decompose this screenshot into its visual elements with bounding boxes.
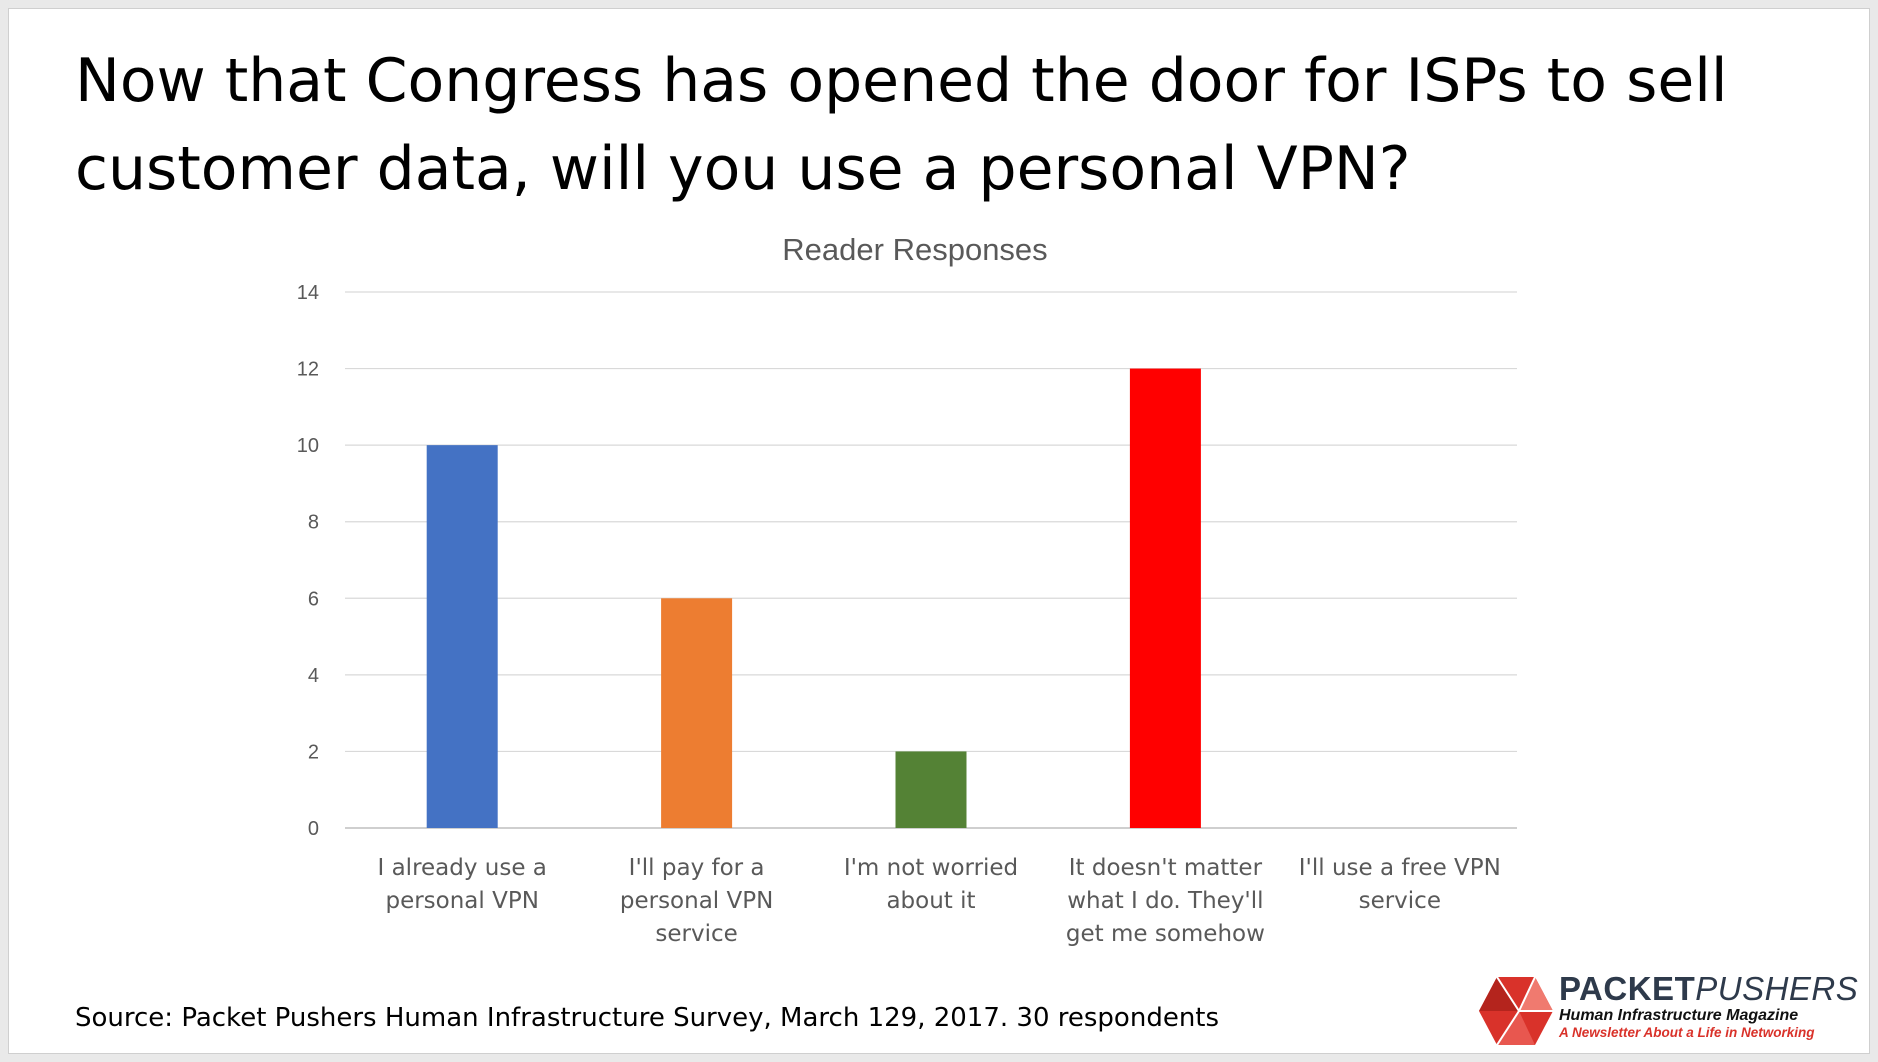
y-tick-label: 2 — [308, 741, 319, 763]
y-tick-label: 8 — [308, 512, 319, 534]
logo-polygon-icon — [1479, 976, 1553, 1046]
y-axis: 0 2 4 6 8 10 12 14 — [297, 282, 319, 840]
logo-brand-part1: PACKET — [1559, 970, 1696, 1007]
x-tick-label: I'll pay for a personal VPN service — [620, 855, 773, 947]
x-tick-label: It doesn't matter what I do. They'll get m… — [1066, 855, 1265, 947]
logo-brand: PACKETPUSHERS — [1559, 971, 1858, 1007]
y-tick-label: 12 — [297, 359, 319, 381]
bar-chart: Reader Responses 0 2 4 6 8 10 12 14 I already u… — [297, 232, 1517, 947]
logo-subtitle: Human Infrastructure Magazine — [1559, 1007, 1799, 1024]
bar — [1129, 368, 1201, 828]
y-tick-label: 6 — [308, 588, 319, 610]
x-axis: I already use a personal VPN I'll pay for … — [377, 855, 1500, 947]
slide: Now that Congress has opened the door fo… — [8, 8, 1870, 1054]
bar — [895, 751, 967, 828]
x-tick-label: I already use a personal VPN — [377, 855, 546, 914]
y-tick-label: 14 — [297, 282, 319, 304]
chart-title: Reader Responses — [782, 232, 1047, 267]
y-tick-label: 4 — [308, 665, 319, 687]
x-tick-label: I'll use a free VPN service — [1299, 855, 1501, 914]
packet-pushers-logo: PACKETPUSHERS Human Infrastructure Magaz… — [1479, 971, 1878, 1051]
slide-title: Now that Congress has opened the door fo… — [75, 46, 1728, 204]
y-tick-label: 10 — [297, 435, 319, 457]
source-note: Source: Packet Pushers Human Infrastruct… — [75, 1003, 1220, 1033]
x-tick-label: I'm not worried about it — [844, 855, 1018, 914]
gridlines — [345, 291, 1517, 829]
logo-brand-part2: PUSHERS — [1695, 970, 1859, 1007]
y-tick-label: 0 — [308, 818, 319, 840]
bar — [426, 445, 498, 828]
logo-tagline: A Newsletter About a Life in Networking — [1559, 1025, 1815, 1040]
bar — [661, 598, 733, 828]
bars — [426, 368, 1201, 828]
